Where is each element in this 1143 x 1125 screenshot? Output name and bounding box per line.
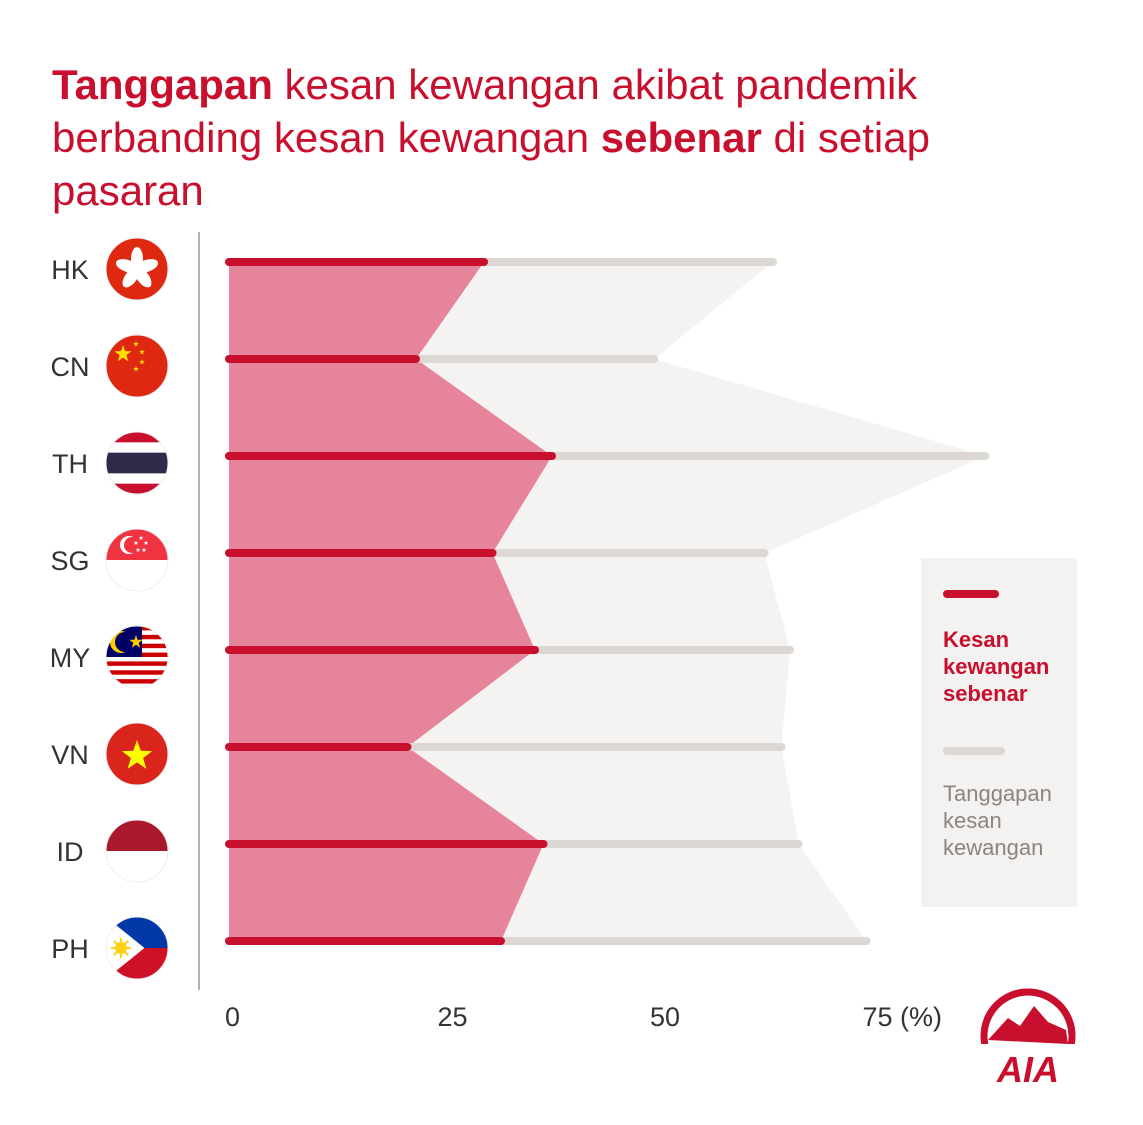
- actual-area: [229, 262, 552, 941]
- legend-perceived-label: Tanggapan kesan kewangan: [943, 781, 1052, 860]
- legend: Kesan kewangan sebenar Tanggapan kesan k…: [921, 558, 1077, 907]
- cn-flag-icon: [105, 334, 169, 398]
- x-tick-label: 50: [650, 1002, 680, 1032]
- category-label: ID: [57, 837, 84, 867]
- category-label: PH: [51, 934, 89, 964]
- chart-title: Tanggapan kesan kewangan akibat pandemik…: [52, 61, 930, 214]
- hk-flag-icon: [105, 237, 169, 301]
- legend-actual-label: Kesan kewangan sebenar: [943, 627, 1050, 706]
- x-tick-label: 25: [438, 1002, 468, 1032]
- sg-flag-icon: [105, 528, 169, 592]
- category-label: SG: [50, 546, 89, 576]
- category-label: CN: [51, 352, 90, 382]
- category-label: MY: [50, 643, 91, 673]
- vn-flag-icon: [105, 722, 169, 786]
- category-label: VN: [51, 740, 89, 770]
- id-flag-icon: [105, 819, 169, 883]
- x-tick-label: 75 (%): [863, 1002, 943, 1032]
- ph-flag-icon: [105, 916, 169, 980]
- x-tick-label: 0: [225, 1002, 240, 1032]
- th-flag-icon: [105, 431, 169, 495]
- my-flag-icon: [105, 625, 169, 689]
- aia-logo-text: AIA: [996, 1049, 1059, 1090]
- category-label: TH: [52, 449, 88, 479]
- legend-actual-swatch: [943, 590, 999, 598]
- aia-logo: AIA: [980, 988, 1076, 1090]
- legend-perceived-swatch: [943, 747, 1005, 755]
- category-label: HK: [51, 255, 89, 285]
